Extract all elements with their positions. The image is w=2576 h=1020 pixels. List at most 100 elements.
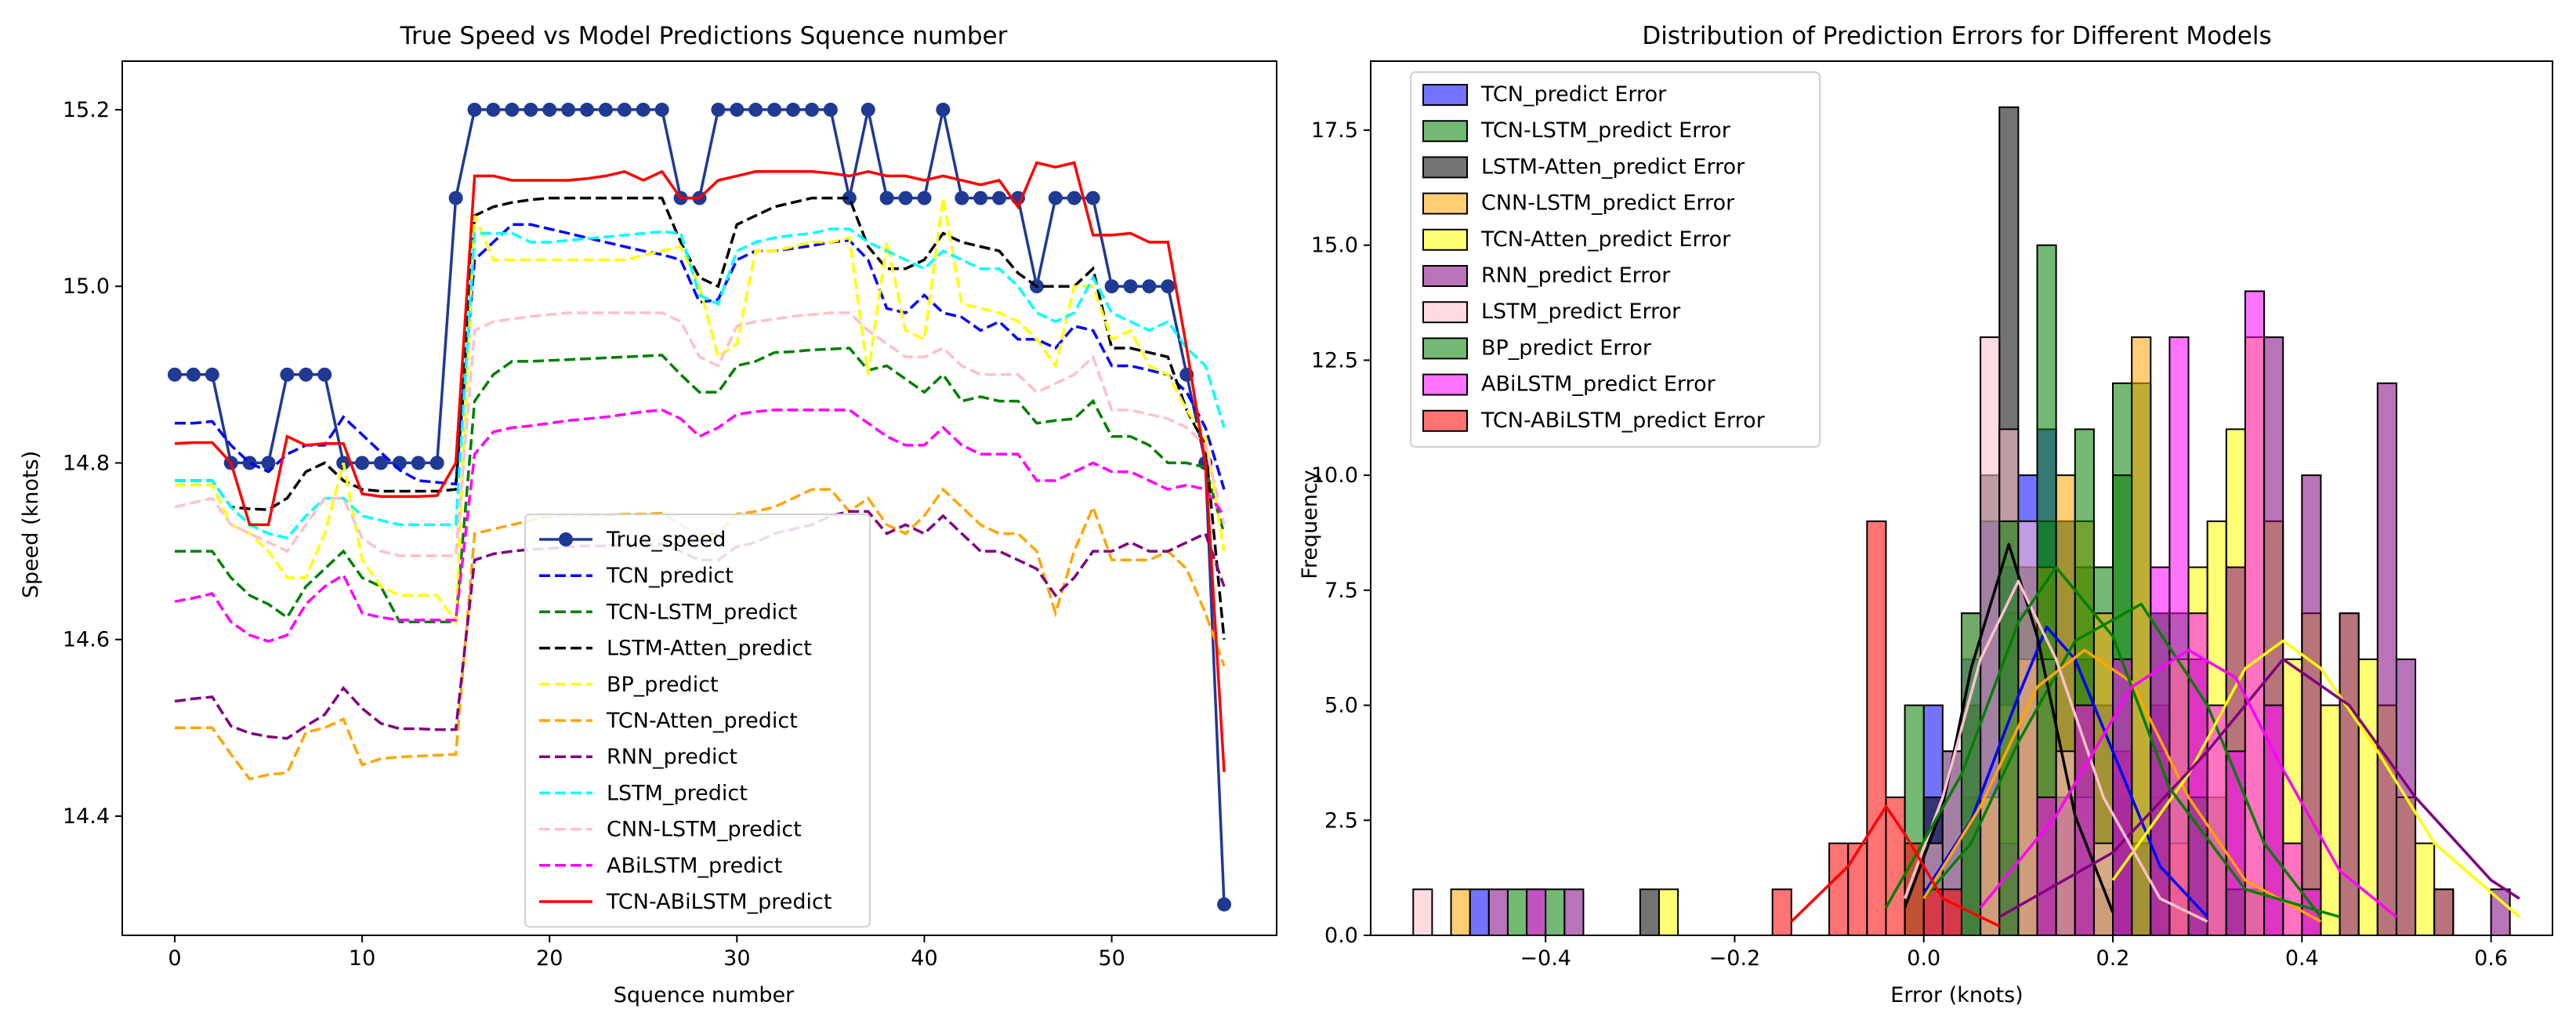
histogram-bar-LSTM-Atten_predict Error	[1639, 888, 1660, 935]
histogram-bar-TCN-Atten_predict Error	[1658, 888, 1679, 935]
data-point-True_speed	[561, 102, 576, 117]
line-chart-x-tick-label: 0	[168, 946, 181, 971]
legend-swatch-LSTM-Atten_predict Error	[1422, 156, 1468, 179]
line-chart-y-tick-label: 14.6	[63, 628, 110, 652]
line-chart-y-label: Speed (knots)	[19, 451, 43, 598]
data-point-True_speed	[730, 102, 745, 117]
legend-label: TCN-LSTM_predict	[606, 600, 798, 624]
data-point-True_speed	[804, 102, 819, 117]
legend-label: CNN-LSTM_predict	[607, 818, 802, 842]
data-point-True_speed	[505, 102, 520, 117]
histogram-bar-CNN-LSTM_predict Error	[2131, 336, 2152, 935]
histogram-bar-LSTM_predict Error	[1412, 888, 1433, 935]
histogram-y-tick-label: 10.0	[1311, 463, 1358, 488]
data-point-True_speed	[617, 102, 632, 117]
series-line-ABiLSTM_predict	[174, 408, 1226, 643]
histogram-x-tick-label: −0.2	[1709, 946, 1761, 971]
data-point-True_speed	[936, 102, 951, 117]
histogram-bar-TCN-ABiLSTM_predict Error	[1847, 842, 1868, 935]
histogram-bar-RNN_predict Error	[2490, 888, 2511, 935]
series-line-TCN-ABiLSTM_predict	[174, 161, 1226, 772]
legend-swatch-RNN_predict Error	[1422, 265, 1468, 287]
histogram-bar-RNN_predict Error	[2376, 382, 2397, 935]
legend-label: RNN_predict Error	[1481, 263, 1671, 288]
legend-label: TCN_predict	[606, 564, 734, 588]
legend-swatch-TCN-LSTM_predict Error	[1422, 120, 1468, 143]
data-point-True_speed	[580, 102, 595, 117]
data-point-True_speed	[1067, 191, 1081, 205]
line-chart-x-tick-label: 30	[723, 946, 750, 971]
legend-label: TCN-Atten_predict	[606, 709, 798, 733]
data-point-True_speed	[205, 367, 219, 382]
histogram-x-label: Error (knots)	[1890, 983, 2023, 1007]
histogram-y-label: Frequency	[1298, 470, 1322, 579]
legend-label: TCN-ABiLSTM_predict	[606, 890, 831, 914]
series-line-CNN-LSTM_predict	[174, 311, 1226, 557]
data-point-True_speed	[823, 102, 838, 117]
legend-marker-True_speed	[559, 532, 573, 546]
legend-label: TCN-LSTM_predict Error	[1480, 118, 1731, 143]
histogram-frame	[1370, 60, 2553, 936]
legend-label: LSTM-Atten_predict Error	[1481, 154, 1745, 179]
kde-curve-TCN_predict Error	[1922, 626, 2208, 918]
legend-label: LSTM-Atten_predict	[607, 637, 812, 661]
series-line-BP_predict	[175, 198, 1226, 626]
legend-swatch-CNN-LSTM_predict Error	[1422, 192, 1468, 215]
line-chart-axes: 0 10 20 30 40 50 14.4 14.6 14.8 15.0 15.2	[63, 60, 1277, 971]
histogram-bar-TCN-ABiLSTM_predict Error	[1941, 888, 1963, 935]
data-point-True_speed	[1142, 279, 1157, 294]
histogram-bar-LSTM_predict Error	[1980, 336, 2001, 935]
histogram-bar-CNN-LSTM_predict Error	[1450, 888, 1471, 935]
data-point-True_speed	[1104, 279, 1119, 294]
line-chart-y-tick-label: 15.2	[63, 98, 110, 122]
kde-curve-TCN-ABiLSTM_predict Error	[1790, 804, 2001, 927]
legend-label: CNN-LSTM_predict Error	[1481, 191, 1735, 216]
data-point-True_speed	[711, 102, 726, 117]
histogram-bar-ABiLSTM_predict Error	[2225, 750, 2246, 935]
histogram-axes: −0.4 −0.2 0.0 0.2 0.4 0.6 0.0 2.5 5.0 7.5 10.0 12.5…	[1311, 60, 2553, 971]
legend-label: TCN-ABiLSTM_predict Error	[1480, 408, 1766, 433]
histogram-x-tick-label: −0.4	[1520, 946, 1571, 971]
histogram-bar-ABiLSTM_predict Error	[2168, 336, 2190, 935]
kde-curve-BP_predict Error	[1884, 565, 2341, 919]
legend-box	[1410, 71, 1821, 448]
data-point-True_speed	[879, 191, 894, 205]
data-point-True_speed	[767, 102, 782, 117]
line-chart-frame	[121, 60, 1277, 936]
histogram-bar-ABiLSTM_predict Error	[2187, 612, 2208, 935]
histogram-plot-area	[1412, 106, 2520, 935]
data-point-True_speed	[898, 191, 913, 205]
legend-swatch-LSTM_predict Error	[1422, 301, 1468, 324]
line-chart-panel: True Speed vs Model Predictions Squence …	[19, 22, 1277, 1007]
legend-swatch-ABiLSTM_predict Error	[1422, 373, 1468, 396]
line-chart-x-tick-label: 10	[349, 946, 375, 971]
data-point-True_speed	[654, 102, 669, 117]
legend-swatch-TCN-ABiLSTM_predict Error	[1422, 409, 1468, 432]
data-point-True_speed	[299, 367, 313, 382]
histogram-bar-TCN-ABiLSTM_predict Error	[1866, 520, 1887, 935]
line-chart-y-tick-label: 14.8	[63, 451, 110, 475]
data-point-True_speed	[1217, 897, 1232, 912]
kde-curve-TCN-Atten_predict Error	[2111, 639, 2520, 918]
data-point-True_speed	[411, 456, 426, 470]
kde-curve-ABiLSTM_predict Error	[1979, 648, 2398, 918]
legend-swatch-TCN-Atten_predict Error	[1422, 228, 1468, 251]
data-point-True_speed	[542, 102, 557, 117]
legend-label: LSTM_predict Error	[1481, 299, 1681, 324]
legend-label: ABiLSTM_predict	[607, 854, 782, 878]
data-point-True_speed	[1161, 279, 1176, 294]
data-point-True_speed	[186, 367, 201, 382]
histogram-panel: Distribution of Prediction Errors for Di…	[1298, 22, 2553, 1007]
series-line-TCN_predict	[175, 223, 1226, 490]
legend-label: TCN_predict Error	[1480, 82, 1667, 107]
series-line-LSTM_predict	[175, 227, 1226, 540]
series-line-TCN-LSTM_predict	[175, 347, 1226, 623]
data-point-True_speed	[280, 367, 295, 382]
histogram-y-tick-label: 2.5	[1324, 808, 1358, 833]
data-point-True_speed	[842, 191, 857, 205]
data-point-True_speed	[748, 102, 763, 117]
histogram-title: Distribution of Prediction Errors for Di…	[1642, 22, 2271, 50]
histogram-x-tick-label: 0.6	[2474, 946, 2508, 971]
histogram-x-tick-label: 0.2	[2096, 946, 2130, 971]
histogram-bar-BP_predict Error	[1961, 612, 1982, 935]
